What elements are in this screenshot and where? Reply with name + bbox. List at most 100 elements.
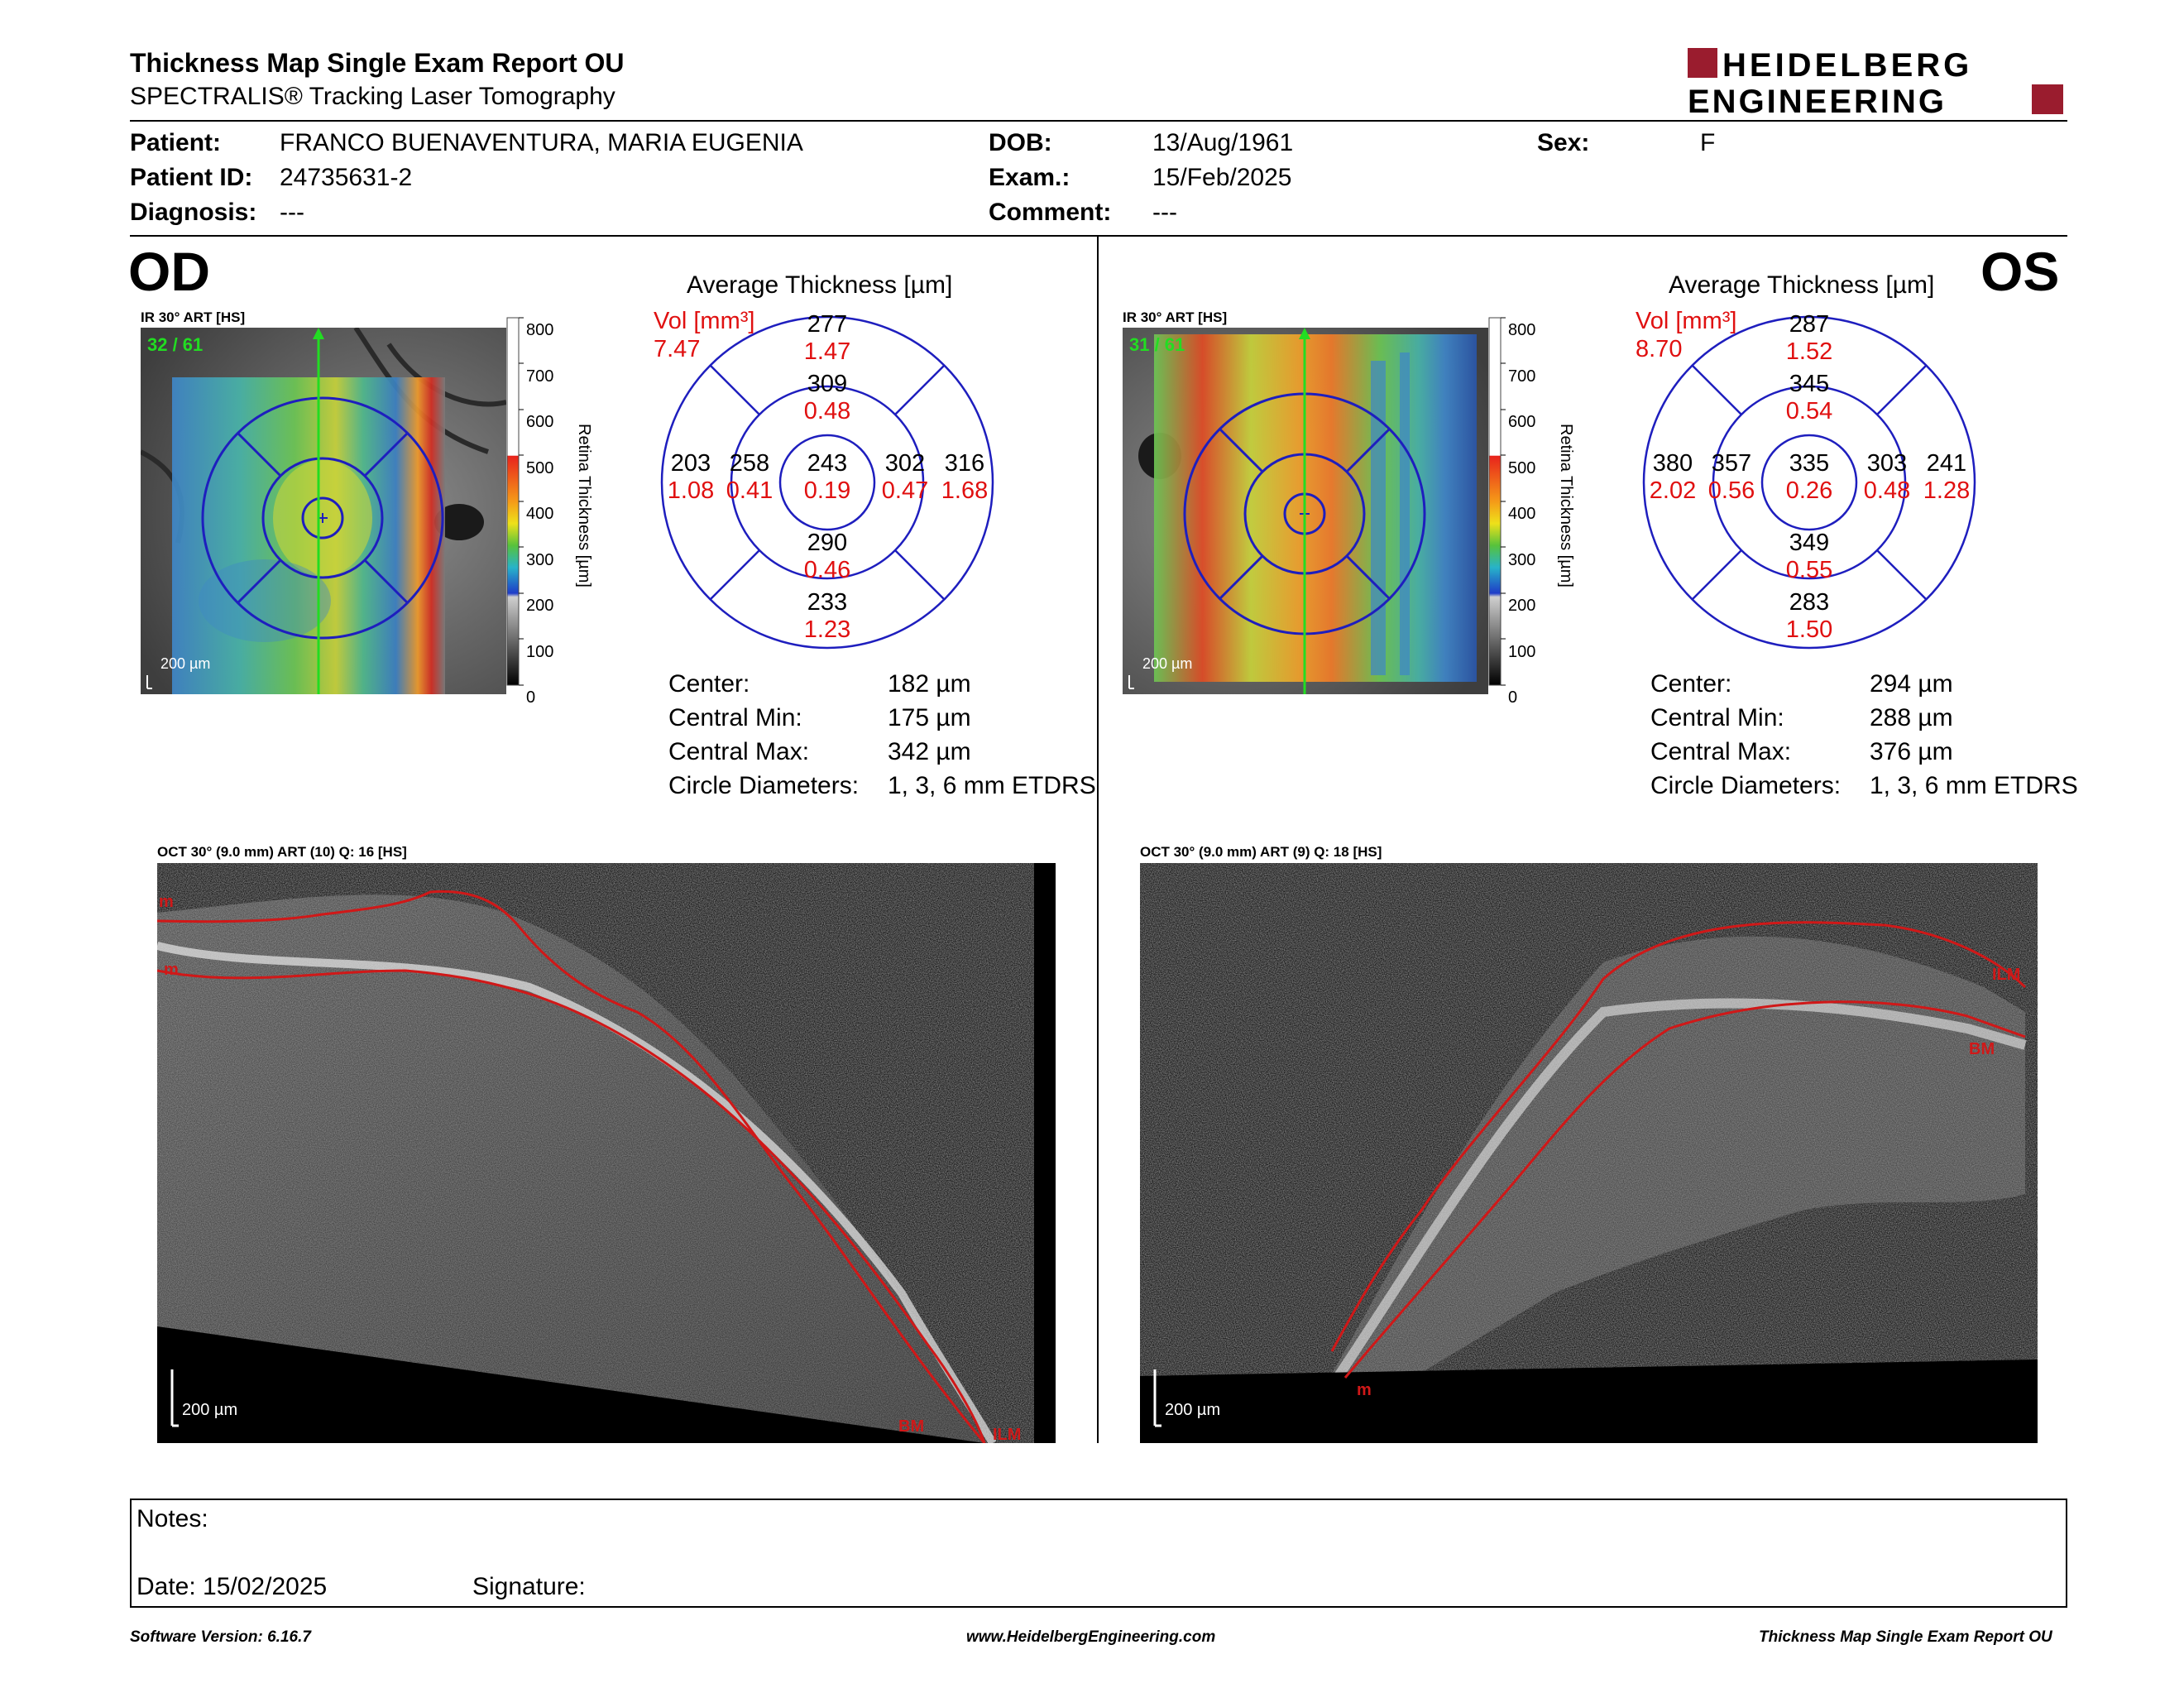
os-layer-bm: BM <box>1969 1040 1995 1058</box>
footer-report-name: Thickness Map Single Exam Report OU <box>1759 1628 2052 1646</box>
os-vol-label: Vol [mm³] <box>1636 308 1737 334</box>
os-etdrs-grid <box>1640 313 1979 652</box>
od-inner-sup-thickness: 309 <box>807 371 848 397</box>
od-inner-left-thickness: 258 <box>729 450 770 477</box>
patient-name: FRANCO BUENAVENTURA, MARIA EUGENIA <box>280 129 803 156</box>
svg-text:HEIDELBERG: HEIDELBERG <box>1722 47 1972 84</box>
od-layer-bm: BM <box>898 1417 925 1436</box>
os-inner-inf-thickness: 349 <box>1789 530 1830 556</box>
od-tick-0: 0 <box>526 688 536 707</box>
diagnosis-value: --- <box>280 199 304 226</box>
sex-label: Sex: <box>1537 129 1590 156</box>
os-center-volume: 0.26 <box>1785 477 1833 504</box>
od-inner-right-thickness: 302 <box>884 450 926 477</box>
os-inner-left-volume: 0.56 <box>1707 477 1755 504</box>
comment-label: Comment: <box>989 199 1112 226</box>
notes-box[interactable]: Notes: Date: 15/02/2025 Signature: <box>130 1499 2067 1608</box>
od-oct-scale: 200 µm <box>182 1401 238 1419</box>
os-colorbar <box>1488 311 1579 700</box>
os-center: 335 0.26 <box>1776 450 1842 505</box>
os-inner-inf-volume: 0.55 <box>1785 557 1833 583</box>
dob-label: DOB: <box>989 129 1052 156</box>
od-max-stat-label: Central Max: <box>668 738 810 765</box>
os-circle-label: Circle Diameters: <box>1650 772 1842 799</box>
od-colorbar-ticks: 800 700 600 500 400 300 200 100 0 <box>526 308 553 722</box>
svg-text:ENGINEERING: ENGINEERING <box>1688 84 1947 117</box>
os-oct-scan: 200 µm ILM BM m <box>1140 863 2038 1443</box>
od-center: 243 0.19 <box>794 450 860 505</box>
dob-value: 13/Aug/1961 <box>1152 129 1294 156</box>
os-outer-sup-volume: 1.52 <box>1785 338 1833 365</box>
od-frame-counter: 32 / 61 <box>147 334 204 355</box>
os-outer-inf-thickness: 283 <box>1789 589 1830 616</box>
os-center-stat-value: 294 µm <box>1870 670 1953 698</box>
os-inner-left-thickness: 357 <box>1711 450 1752 477</box>
od-inner-right: 302 0.47 <box>872 450 938 505</box>
od-outer-right: 316 1.68 <box>932 450 998 505</box>
od-outer-right-thickness: 316 <box>944 450 985 477</box>
os-vol-value: 8.70 <box>1636 336 1683 362</box>
os-outer-superior: 287 1.52 <box>1776 311 1842 366</box>
info-divider <box>130 235 2067 237</box>
date-label: Date: 15/02/2025 <box>136 1573 328 1600</box>
od-center-stat-label: Center: <box>668 670 750 698</box>
os-outer-inferior: 283 1.50 <box>1776 589 1842 644</box>
company-website[interactable]: www.HeidelbergEngineering.com <box>966 1628 1216 1646</box>
software-version: Software Version: 6.16.7 <box>130 1628 311 1646</box>
os-inner-sup-volume: 0.54 <box>1785 398 1833 424</box>
os-oct-label: OCT 30° (9.0 mm) ART (9) Q: 18 [HS] <box>1140 844 1382 860</box>
header-divider <box>130 120 2067 122</box>
od-center-thickness: 243 <box>807 450 848 477</box>
os-inner-sup-thickness: 345 <box>1789 371 1830 397</box>
os-colorbar-title: Retina Thickness [µm] <box>1557 424 1575 587</box>
patient-label: Patient: <box>130 129 222 156</box>
exam-value: 15/Feb/2025 <box>1152 164 1292 191</box>
od-tick-400: 400 <box>526 505 554 523</box>
os-outer-sup-thickness: 287 <box>1789 311 1830 338</box>
patient-id: 24735631-2 <box>280 164 413 191</box>
od-inner-sup-volume: 0.48 <box>803 398 851 424</box>
report-title: Thickness Map Single Exam Report OU <box>130 48 625 78</box>
od-eye-label: OD <box>128 241 210 302</box>
os-tick-800: 800 <box>1508 321 1536 339</box>
od-tick-800: 800 <box>526 321 554 339</box>
od-circle-value: 1, 3, 6 mm ETDRS <box>888 772 1096 799</box>
od-etdrs-grid <box>658 313 997 652</box>
od-inner-inferior: 290 0.46 <box>794 530 860 584</box>
od-circle-label: Circle Diameters: <box>668 772 860 799</box>
os-outer-left-volume: 2.02 <box>1649 477 1697 504</box>
od-min-stat-value: 175 µm <box>888 704 971 731</box>
od-inner-inf-volume: 0.46 <box>803 557 851 583</box>
od-map-scale: 200 µm <box>160 655 211 672</box>
od-min-stat-label: Central Min: <box>668 704 802 731</box>
os-eye-label: OS <box>1980 241 2060 302</box>
patient-id-label: Patient ID: <box>130 164 253 191</box>
comment-value: --- <box>1152 199 1177 226</box>
os-map-label: IR 30° ART [HS] <box>1123 309 1228 325</box>
od-tick-600: 600 <box>526 413 554 431</box>
od-vol-value: 7.47 <box>654 336 701 362</box>
od-inner-inf-thickness: 290 <box>807 530 848 556</box>
os-min-stat-value: 288 µm <box>1870 704 1953 731</box>
eye-divider <box>1097 237 1099 1443</box>
os-outer-left: 380 2.02 <box>1640 450 1706 505</box>
os-tick-700: 700 <box>1508 367 1536 386</box>
os-tick-500: 500 <box>1508 458 1536 477</box>
od-outer-left-volume: 1.08 <box>667 477 715 504</box>
exam-label: Exam.: <box>989 164 1070 191</box>
os-outer-right-thickness: 241 <box>1926 450 1967 477</box>
od-center-volume: 0.19 <box>803 477 851 504</box>
sex-value: F <box>1700 129 1716 156</box>
os-map-scale: 200 µm <box>1142 655 1193 672</box>
os-tick-200: 200 <box>1508 597 1536 615</box>
os-center-thickness: 335 <box>1789 450 1830 477</box>
os-inner-superior: 345 0.54 <box>1776 371 1842 425</box>
od-outer-inf-volume: 1.23 <box>803 616 851 643</box>
os-inner-right-thickness: 303 <box>1866 450 1908 477</box>
os-avg-title: Average Thickness [µm] <box>1669 271 1935 299</box>
os-max-stat-label: Central Max: <box>1650 738 1792 765</box>
od-oct-label: OCT 30° (9.0 mm) ART (10) Q: 16 [HS] <box>157 844 407 860</box>
os-tick-600: 600 <box>1508 413 1536 431</box>
od-outer-inf-thickness: 233 <box>807 589 848 616</box>
od-thickness-map: 32 / 61 200 µm <box>139 326 507 694</box>
